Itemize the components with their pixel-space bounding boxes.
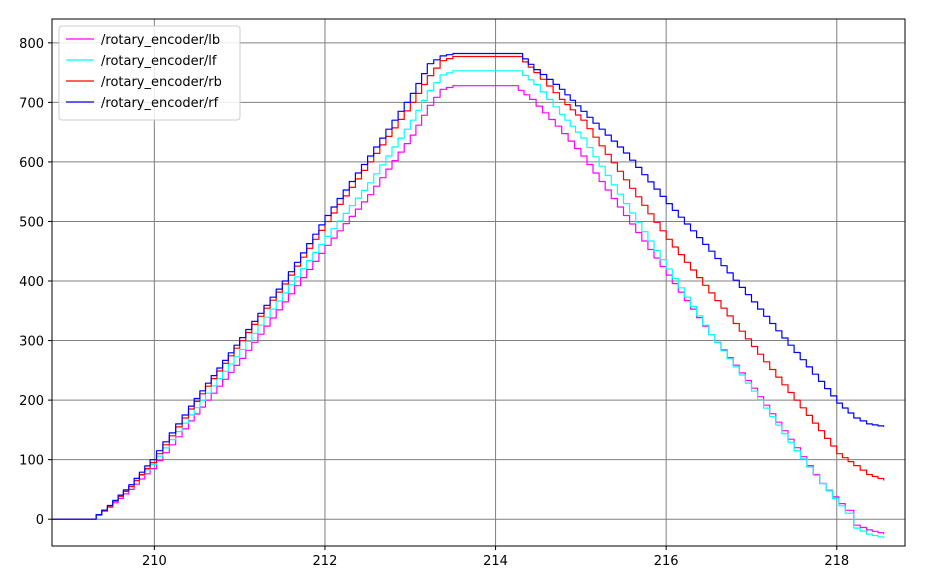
- y-tick-label: 500: [19, 215, 44, 230]
- y-tick-label: 800: [19, 37, 44, 52]
- x-tick-label: 218: [824, 554, 849, 569]
- y-tick-label: 0: [36, 513, 44, 528]
- y-tick-label: 700: [19, 96, 44, 111]
- x-tick-label: 216: [654, 554, 679, 569]
- legend-entry-label: /rotary_encoder/rb: [101, 75, 222, 90]
- legend-entry-label: /rotary_encoder/rf: [101, 96, 219, 111]
- x-tick-label: 212: [313, 554, 338, 569]
- series-line-rf: [52, 52, 885, 520]
- legend-box: [58, 25, 241, 121]
- y-tick-label: 100: [19, 454, 44, 469]
- legend-entry-label: /rotary_encoder/lb: [101, 33, 220, 48]
- legend-entry-label: /rotary_encoder/lf: [101, 54, 217, 69]
- x-tick-label: 210: [142, 554, 167, 569]
- y-tick-label: 200: [19, 394, 44, 409]
- legend: /rotary_encoder/lb/rotary_encoder/lf/rot…: [58, 25, 241, 121]
- y-tick-label: 600: [19, 156, 44, 171]
- series-line-lb: [52, 85, 885, 535]
- y-tick-label: 400: [19, 275, 44, 290]
- axes-frame: [51, 18, 906, 547]
- tick-layer: 210 212 214 216 218 0 100 200 300 400 500 600 700 800: [19, 37, 849, 569]
- y-tick-label: 300: [19, 335, 44, 350]
- x-tick-label: 214: [483, 554, 508, 569]
- series-layer: [52, 52, 885, 539]
- series-line-lf: [52, 70, 885, 539]
